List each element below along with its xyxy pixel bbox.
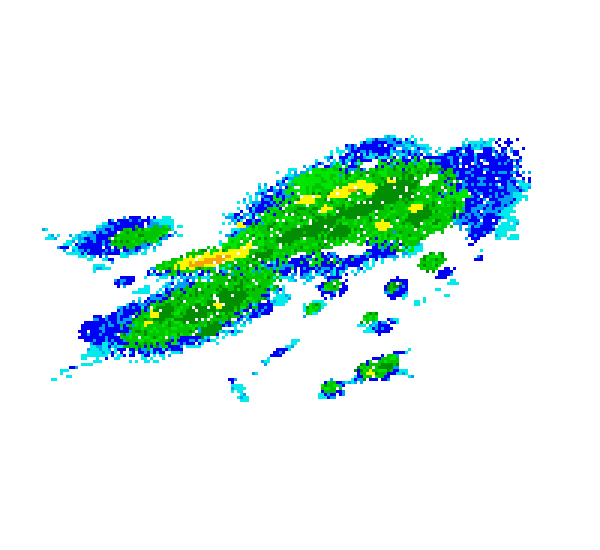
precipitation-canvas (0, 0, 600, 550)
weather-radar-map (0, 0, 600, 550)
